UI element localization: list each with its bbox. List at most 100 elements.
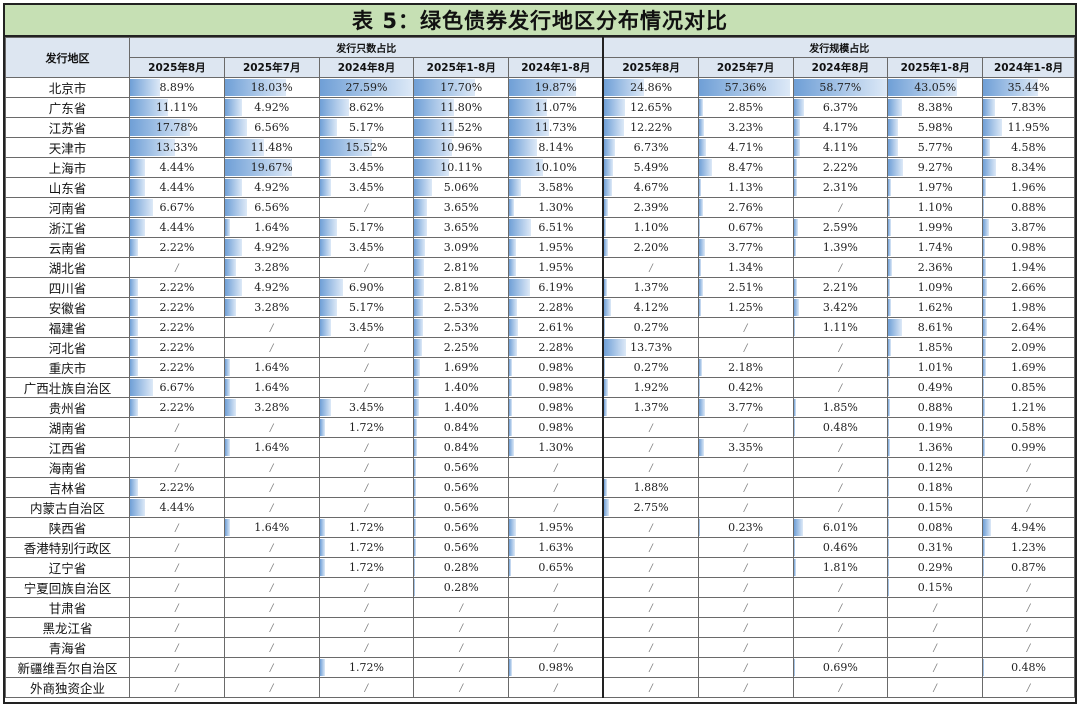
data-bar: [320, 179, 332, 196]
value-text: /: [649, 663, 653, 674]
count-value-cell: 3.28%: [223, 257, 320, 278]
header-period: 2024年8月: [318, 57, 415, 78]
data-bar: [888, 179, 892, 196]
count-value-cell: 5.06%: [413, 177, 510, 198]
value-text: 0.19%: [917, 421, 953, 434]
value-text: /: [649, 563, 653, 574]
data-bar: [225, 259, 236, 276]
value-text: 2.22%: [159, 401, 195, 414]
header-group-count: 发行只数占比: [129, 37, 604, 58]
header-period: 2024年1-8月: [508, 57, 604, 78]
data-bar: [794, 139, 801, 156]
value-text: /: [270, 343, 274, 354]
value-text: 1.64%: [254, 521, 290, 534]
count-value-cell: /: [508, 497, 604, 518]
count-value-cell: /: [129, 417, 225, 438]
count-value-cell: /: [413, 637, 510, 658]
scale-value-cell: /: [602, 417, 699, 438]
data-bar: [414, 379, 420, 396]
value-text: 4.67%: [633, 181, 669, 194]
count-value-cell: /: [129, 517, 225, 538]
value-text: 2.22%: [159, 241, 195, 254]
scale-value-cell: 1.11%: [792, 317, 889, 338]
count-value-cell: /: [318, 477, 415, 498]
value-text: /: [743, 623, 748, 634]
data-bar: [414, 339, 423, 356]
data-bar: [983, 119, 1002, 136]
value-text: 1.69%: [443, 361, 479, 374]
data-bar: [699, 259, 701, 276]
value-text: /: [838, 583, 843, 594]
scale-value-cell: 1.96%: [982, 177, 1075, 198]
data-bar: [983, 379, 985, 396]
count-value-cell: 1.95%: [508, 517, 604, 538]
value-text: 11.73%: [534, 121, 577, 134]
count-value-cell: 8.62%: [318, 97, 415, 118]
data-bar: [130, 359, 138, 376]
scale-value-cell: 12.22%: [602, 117, 699, 138]
scale-value-cell: /: [792, 337, 889, 358]
value-text: /: [270, 563, 274, 574]
value-text: 2.81%: [443, 281, 479, 294]
data-bar: [699, 79, 791, 96]
data-bar: [888, 399, 890, 416]
data-bar: [699, 179, 701, 196]
table-row: 香港特别行政区 / / 1.72% 0.56% 1.63% / / 0.46% 0.31% 1.23…: [5, 537, 1075, 558]
value-text: /: [743, 323, 748, 334]
scale-value-cell: 1.97%: [887, 177, 984, 198]
scale-value-cell: 13.73%: [602, 337, 699, 358]
scale-value-cell: 2.59%: [792, 217, 889, 238]
scale-value-cell: 2.09%: [982, 337, 1075, 358]
data-bar: [320, 299, 338, 316]
value-text: 3.09%: [443, 241, 479, 254]
data-bar: [225, 279, 242, 296]
header-period: 2024年1-8月: [982, 57, 1075, 78]
data-bar: [794, 159, 798, 176]
count-value-cell: 11.48%: [223, 137, 320, 158]
count-value-cell: /: [129, 637, 225, 658]
value-text: 57.36%: [724, 81, 767, 94]
data-bar: [699, 279, 703, 296]
value-text: /: [933, 683, 937, 694]
value-text: 1.95%: [538, 241, 574, 254]
region-cell: 新疆维吾尔自治区: [5, 657, 131, 678]
value-text: /: [175, 563, 179, 574]
value-text: 3.77%: [728, 241, 764, 254]
value-text: 2.75%: [633, 501, 669, 514]
value-text: /: [1026, 483, 1031, 494]
region-cell: 云南省: [5, 237, 131, 258]
scale-value-cell: /: [602, 437, 699, 458]
count-value-cell: 0.84%: [413, 437, 510, 458]
value-text: 1.10%: [633, 221, 669, 234]
value-text: /: [838, 503, 843, 514]
scale-value-cell: 6.73%: [602, 137, 699, 158]
table-row: 安徽省 2.22% 3.28% 5.17% 2.53% 2.28% 4.12% 1.25% 3.…: [5, 297, 1075, 318]
count-value-cell: 11.52%: [413, 117, 510, 138]
data-bar: [320, 139, 373, 156]
scale-value-cell: 5.77%: [887, 137, 984, 158]
value-text: 1.72%: [349, 661, 384, 674]
count-value-cell: 2.53%: [413, 317, 510, 338]
region-cell: 湖北省: [5, 257, 131, 278]
value-text: 4.44%: [159, 161, 195, 174]
value-text: /: [838, 463, 843, 474]
value-text: 8.14%: [538, 141, 574, 154]
scale-value-cell: /: [697, 657, 794, 678]
scale-value-cell: /: [697, 637, 794, 658]
count-value-cell: 4.92%: [223, 177, 320, 198]
data-bar: [699, 299, 701, 316]
data-bar: [794, 559, 797, 576]
value-text: 0.87%: [1011, 561, 1047, 574]
table-row: 重庆市 2.22% 1.64% / 1.69% 0.98% 0.27% 2.18% / 1.01%…: [5, 357, 1075, 378]
header-period: 2024年8月: [792, 57, 889, 78]
table-row: 浙江省 4.44% 1.64% 5.17% 3.65% 6.51% 1.10% 0.67% 2.…: [5, 217, 1075, 238]
value-text: 1.95%: [538, 521, 574, 534]
scale-value-cell: 1.34%: [697, 257, 794, 278]
count-value-cell: 0.56%: [413, 477, 510, 498]
value-text: /: [649, 643, 653, 654]
value-text: 1.72%: [349, 541, 384, 554]
value-text: 17.78%: [155, 121, 198, 134]
value-text: 4.17%: [822, 121, 858, 134]
value-text: 1.63%: [538, 541, 574, 554]
data-bar: [699, 99, 704, 116]
